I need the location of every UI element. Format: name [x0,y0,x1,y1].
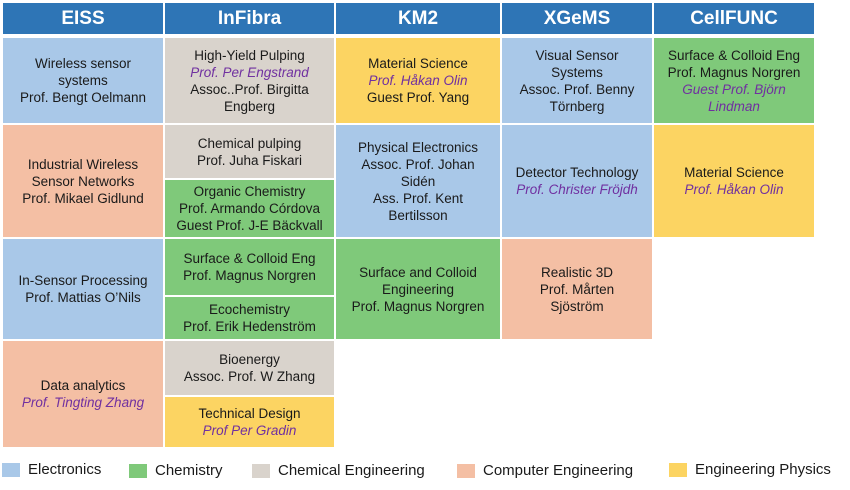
legend-swatch [457,463,475,478]
infibra-surface-colloid-eng: Surface & Colloid Eng Prof. Magnus Norgr… [164,238,335,296]
eiss-industrial-wireless-sensor-networks: Industrial Wireless Sensor Networks Prof… [2,124,164,238]
cell-person: Prof. Håkan Olin [684,182,784,197]
cell-title: Realistic 3D [540,264,614,280]
cell-person: Sidén [400,173,436,189]
cell-title: Systems [551,64,603,80]
cell-title: Physical Electronics [357,139,479,155]
column-header-eiss: EISS [2,2,164,35]
cell-person: Sjöström [550,298,604,314]
cell-person: Prof. Magnus Norgren [351,298,485,314]
cell-title: Wireless sensor [34,56,132,71]
eiss-data-analytics: Data analytics Prof. Tingting Zhang [2,340,164,448]
cell-title: Industrial Wireless [27,156,139,172]
cell-person: Prof. Christer Fröjdh [516,182,638,197]
infibra-ecochemistry: Ecochemistry Prof. Erik Hedenström [164,296,335,340]
legend-label: Computer Engineering [483,462,634,479]
legend-item-chemical-engineering: Chemical Engineering [252,462,425,479]
cell-title: Engineering [381,281,455,297]
cell-title: In-Sensor Processing [18,273,148,288]
cell-title: Ecochemistry [208,302,291,317]
cell-person: Guest Prof. Björn [682,81,786,97]
cell-person: Assoc..Prof. Birgitta [190,81,309,97]
cell-person: Prof. Magnus Norgren [667,64,801,80]
eiss-in-sensor-processing: In-Sensor Processing Prof. Mattias O’Nil… [2,238,164,340]
column-header-cellfunc: CellFUNC [653,2,815,35]
cell-person: Prof. Armando Córdova [178,201,321,216]
xgems-visual-sensor-systems: Visual Sensor Systems Assoc. Prof. Benny… [501,37,653,124]
cell-person: Assoc. Prof. Johan [361,156,475,172]
cell-title: Bioenergy [219,352,280,367]
cell-person: Bertilsson [388,207,448,223]
cell-person: Prof. Magnus Norgren [183,268,316,283]
legend-swatch [129,463,147,478]
infibra-high-yield-pulping: High-Yield Pulping Prof. Per Engstrand A… [164,37,335,124]
legend-label: Chemistry [155,462,223,479]
cell-person: Prof. Håkan Olin [368,73,468,88]
cell-title: High-Yield Pulping [194,47,305,63]
cell-title: Detector Technology [515,165,639,180]
cell-person: Prof. Juha Fiskari [196,152,303,168]
cell-title: Chemical pulping [197,135,302,151]
cell-person: Assoc. Prof. Benny [519,81,635,97]
cell-person: Guest Prof. Yang [366,90,470,105]
legend-swatch [252,463,270,478]
cell-person: Prof. Bengt Oelmann [19,90,147,105]
cell-person: Prof. Tingting Zhang [21,395,145,410]
column-header-xgems: XGeMS [501,2,653,35]
cellfunc-surface-colloid-eng: Surface & Colloid Eng Prof. Magnus Norgr… [653,37,815,124]
cell-person: Prof. Per Engstrand [190,64,309,80]
infibra-organic-chemistry: Organic Chemistry Prof. Armando Córdova … [164,179,335,238]
cell-person: Prof. Erik Hedenström [183,319,316,334]
legend-item-engineering-physics: Engineering Physics [669,461,831,478]
legend-item-computer-engineering: Computer Engineering [457,462,633,479]
cell-title: Surface and Colloid [359,264,477,280]
km2-surface-colloid-engineering: Surface and Colloid Engineering Prof. Ma… [335,238,501,340]
cell-title: systems [58,73,108,88]
legend-label: Engineering Physics [695,461,831,478]
cell-person: Lindman [708,98,760,114]
column-header-km2: KM2 [335,2,501,35]
km2-material-science: Material Science Prof. Håkan Olin Guest … [335,37,501,124]
legend-label: Electronics [28,461,102,478]
cell-person: Prof. Mattias O’Nils [25,290,141,305]
legend-label: Chemical Engineering [278,462,425,479]
legend-swatch [2,462,20,477]
xgems-realistic-3d: Realistic 3D Prof. Mårten Sjöström [501,238,653,340]
km2-physical-electronics: Physical Electronics Assoc. Prof. Johan … [335,124,501,238]
cell-person: Prof. Mikael Gidlund [22,190,144,206]
cell-title: Material Science [684,165,784,180]
cell-person: Guest Prof. J-E Bäckvall [176,218,323,233]
cell-title: Technical Design [198,406,301,421]
cell-person: Prof. Mårten [539,281,615,297]
cell-title: Surface & Colloid Eng [667,47,801,63]
legend-item-electronics: Electronics [2,461,101,478]
legend-item-chemistry: Chemistry [129,462,223,479]
cell-person: Prof Per Gradin [202,423,297,438]
column-header-infibra: InFibra [164,2,335,35]
cell-title: Sensor Networks [31,173,135,189]
infibra-technical-design: Technical Design Prof Per Gradin [164,396,335,448]
cell-title: Surface & Colloid Eng [183,251,316,266]
infibra-bioenergy: Bioenergy Assoc. Prof. W Zhang [164,340,335,396]
cell-person: Engberg [223,98,276,114]
cell-title: Data analytics [40,378,126,393]
xgems-detector-technology: Detector Technology Prof. Christer Fröjd… [501,124,653,238]
infibra-chemical-pulping: Chemical pulping Prof. Juha Fiskari [164,124,335,179]
eiss-wireless-sensor-systems: Wireless sensor systems Prof. Bengt Oelm… [2,37,164,124]
cell-person: Ass. Prof. Kent [372,190,464,206]
legend-swatch [669,462,687,477]
cell-title: Organic Chemistry [193,184,306,199]
cell-title: Visual Sensor [535,47,619,63]
cell-person: Törnberg [549,98,605,114]
cell-person: Assoc. Prof. W Zhang [183,369,316,384]
cell-title: Material Science [368,56,468,71]
cellfunc-material-science: Material Science Prof. Håkan Olin [653,124,815,238]
